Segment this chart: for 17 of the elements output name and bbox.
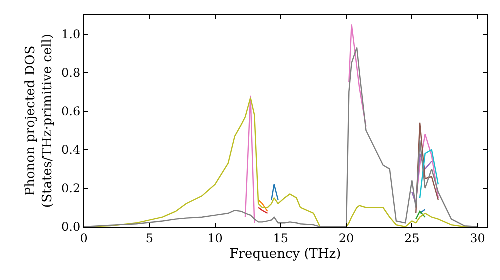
y-axis-title: Phonon projected DOS (States/THz·primitive cell) bbox=[24, 34, 56, 208]
line-series bbox=[419, 149, 440, 199]
x-tick-label: 15 bbox=[273, 231, 289, 246]
y-tick-label: 0.6 bbox=[62, 104, 81, 119]
x-tick-label: 5 bbox=[146, 231, 154, 246]
x-axis-title: Frequency (THz) bbox=[230, 247, 342, 262]
y-tick-label: 0.8 bbox=[62, 66, 81, 80]
y-tick-label: 1.0 bbox=[62, 27, 81, 42]
x-tick-label: 20 bbox=[338, 231, 354, 246]
y-tick-label: 0.0 bbox=[62, 220, 81, 234]
y-tick-label: 0.2 bbox=[62, 182, 81, 196]
x-tick-label: 25 bbox=[404, 231, 420, 246]
x-tick-label: 0 bbox=[80, 231, 88, 246]
x-tick-label: 10 bbox=[208, 231, 223, 246]
y-tick-label: 0.4 bbox=[62, 143, 81, 158]
line-series bbox=[84, 47, 478, 227]
x-tick-label: 30 bbox=[470, 231, 486, 246]
